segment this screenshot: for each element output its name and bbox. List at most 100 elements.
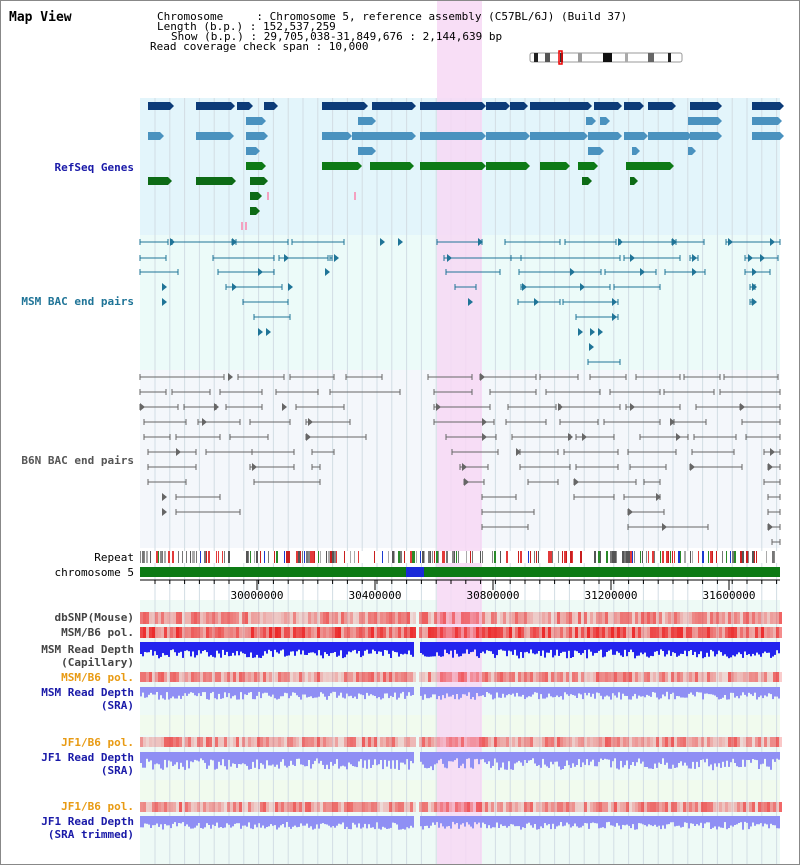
jf1-depth-sra-bar <box>462 752 464 764</box>
jf1-pol-cell <box>629 737 632 747</box>
jf1-pol-cell <box>236 737 239 747</box>
jf1-depth-sra-bar <box>498 752 500 771</box>
jf1-depth-sra-bar <box>646 752 648 767</box>
jf1-depth-sra-bar <box>758 752 760 769</box>
msm-depth-capillary-bar <box>560 642 562 653</box>
jf1-pol-cell <box>437 737 440 747</box>
dbsnp-cell <box>167 612 170 624</box>
msm-depth-sra-bar <box>744 687 746 695</box>
dbsnp-cell <box>362 612 365 624</box>
dbsnp-cell <box>632 612 635 624</box>
msm-pol-2-cell <box>335 672 338 682</box>
msm-pol-2-cell <box>407 672 410 682</box>
repeat-element <box>434 551 435 563</box>
msm-pol-2-cell <box>722 672 725 682</box>
polymorphism-heat-tracks[interactable] <box>140 612 782 812</box>
jf1-pol-2-label[interactable]: JF1/B6 pol. <box>61 800 134 813</box>
msm-pol-cell <box>626 627 629 638</box>
jf1-depth-trimmed-bar <box>410 816 412 826</box>
dbsnp-cell <box>368 612 371 624</box>
msm-depth-sra-bar <box>464 687 466 695</box>
msm-depth-sra-label[interactable]: MSM Read Depth <box>41 686 134 699</box>
msm-depth-sra-bar <box>304 687 306 695</box>
dbsnp-cell <box>239 612 242 624</box>
msm-depth-capillary-bar <box>266 642 268 654</box>
msm-depth-capillary-label[interactable]: MSM Read Depth <box>41 643 134 656</box>
jf1-pol-cell <box>773 737 776 747</box>
msm-depth-sra-bar <box>388 687 390 699</box>
msm-depth-capillary-bar <box>550 642 552 650</box>
msm-bac-arrow <box>590 328 595 336</box>
msm-depth-sra-bar <box>656 687 658 698</box>
msm-pol-cell <box>569 627 572 638</box>
read-depth-tracks[interactable] <box>140 642 780 830</box>
dbsnp-cell <box>572 612 575 624</box>
chromosome-label[interactable]: chromosome 5 <box>54 566 134 579</box>
jf1-depth-sra-bar <box>180 752 182 763</box>
dbsnp-cell <box>539 612 542 624</box>
msm-pol-2-cell <box>272 672 275 682</box>
jf1-pol-2-cell <box>329 802 332 812</box>
chromosome-ideogram[interactable] <box>529 50 683 65</box>
msm-bac-arrow <box>232 283 237 291</box>
msm-pol-label[interactable]: MSM/B6 pol. <box>61 626 134 639</box>
gene-pink-mark <box>267 192 269 200</box>
jf1-depth-trimmed-bar <box>342 816 344 823</box>
msm-pol-cell <box>242 627 245 638</box>
jf1-pol-label[interactable]: JF1/B6 pol. <box>61 736 134 749</box>
jf1-pol-cell <box>344 737 347 747</box>
jf1-pol-2-cell <box>620 802 623 812</box>
jf1-depth-trimmed-bar <box>238 816 240 824</box>
repeat-label[interactable]: Repeat <box>94 551 134 564</box>
msm-bac-end-pairs-track[interactable] <box>139 238 781 365</box>
dbsnp-cell <box>590 612 593 624</box>
jf1-depth-sra-bar <box>170 752 172 762</box>
msm-depth-capillary-bar <box>254 642 256 658</box>
jf1-depth-trimmed-bar <box>722 816 724 828</box>
jf1-pol-cell <box>476 737 479 747</box>
dbsnp-cell <box>386 612 389 624</box>
msm-pol-2-label[interactable]: MSM/B6 pol. <box>61 671 134 684</box>
repeat-element <box>660 551 661 563</box>
b6n-bac-end-pairs-track[interactable] <box>139 373 781 545</box>
msm-pol-cell <box>323 627 326 638</box>
repeat-element <box>726 551 727 563</box>
dbsnp-label[interactable]: dbSNP(Mouse) <box>54 611 134 624</box>
msm-pol-cell <box>314 627 317 638</box>
msm-pol-2-cell <box>659 672 662 682</box>
msm-depth-capillary-bar <box>748 642 750 655</box>
msm-pol-2-cell <box>470 672 473 682</box>
refseq-genes-track[interactable] <box>148 102 784 230</box>
msm-depth-capillary-bar <box>194 642 196 658</box>
jf1-depth-sra-bar <box>258 752 260 770</box>
repeat-element <box>444 551 445 563</box>
msm-depth-capillary-bar <box>732 642 734 656</box>
msm-depth-capillary-bar <box>568 642 570 651</box>
msm-depth-capillary-bar <box>364 642 366 651</box>
dbsnp-cell <box>326 612 329 624</box>
jf1-depth-sra-label[interactable]: JF1 Read Depth <box>41 751 134 764</box>
msm-depth-capillary-bar <box>572 642 574 657</box>
jf1-depth-trimmed-label[interactable]: JF1 Read Depth <box>41 815 134 828</box>
chromosome-bar[interactable] <box>140 567 780 577</box>
jf1-depth-sra-bar <box>372 752 374 765</box>
b6n-bac-arrow <box>768 523 773 531</box>
msm-pol-cell <box>587 627 590 638</box>
jf1-pol-2-cell <box>245 802 248 812</box>
jf1-pol-cell <box>485 737 488 747</box>
dbsnp-cell <box>689 612 692 624</box>
jf1-pol-cell <box>491 737 494 747</box>
b6n-bac-label[interactable]: B6N BAC end pairs <box>21 454 134 467</box>
jf1-depth-sra-bar <box>214 752 216 770</box>
gene-strand-arrow <box>778 117 782 125</box>
repeat-track[interactable] <box>140 551 780 563</box>
jf1-depth-trimmed-bar <box>520 816 522 830</box>
jf1-depth-trimmed-bar <box>594 816 596 824</box>
jf1-depth-trimmed-bar <box>704 816 706 824</box>
msm-depth-capillary-bar <box>158 642 160 659</box>
msm-bac-label[interactable]: MSM BAC end pairs <box>21 295 134 308</box>
msm-depth-capillary-bar <box>304 642 306 655</box>
msm-pol-2-cell <box>185 672 188 682</box>
refseq-genes-label[interactable]: RefSeq Genes <box>54 161 134 174</box>
